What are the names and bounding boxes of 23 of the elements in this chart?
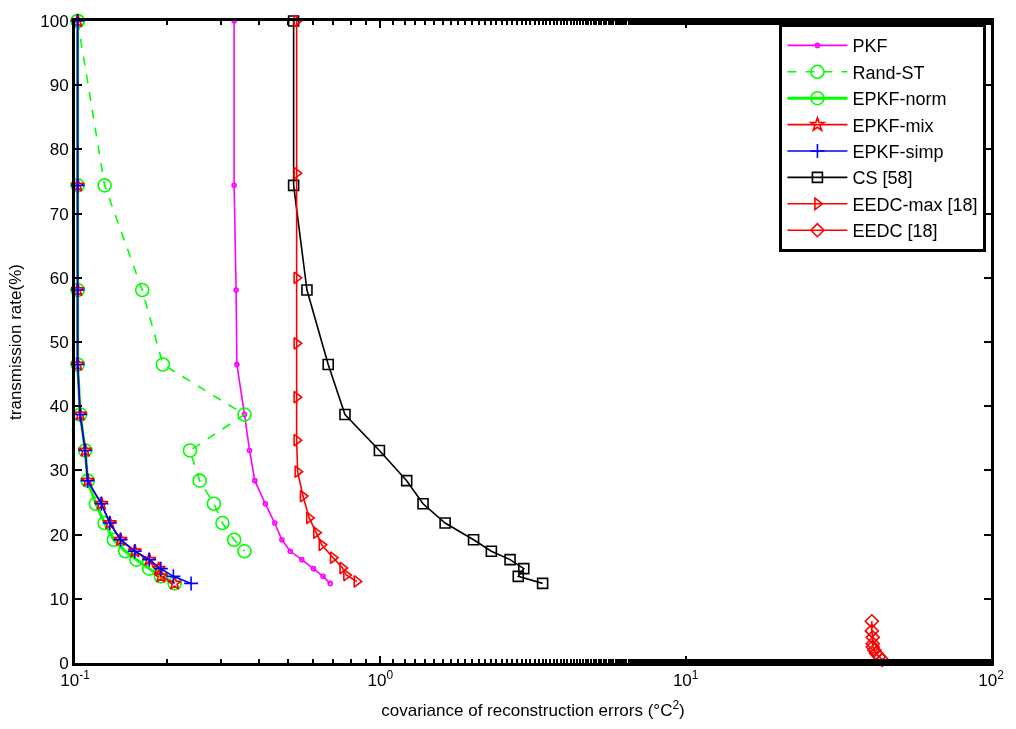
y-tick-label: 10 <box>49 589 69 609</box>
legend-label: EEDC-max [18] <box>852 194 978 215</box>
y-tick-label: 40 <box>49 397 69 417</box>
y-tick-label: 80 <box>49 140 69 160</box>
x-tick-label: 10$^{1}$ <box>672 668 699 691</box>
y-axis-title: transmission rate(%) <box>5 264 25 420</box>
legend-label: CS [58] <box>852 168 913 189</box>
legend-label: EEDC [18] <box>852 221 938 242</box>
y-tick-label: 100 <box>40 11 69 31</box>
y-tick-label: 60 <box>49 268 69 288</box>
legend-label: EPKF-simp <box>852 142 944 163</box>
legend-label: PKF <box>852 36 888 57</box>
y-tick-label: 50 <box>49 332 69 352</box>
x-axis-title: covariance of reconstruction errors (°C$^{2}$) <box>381 697 685 720</box>
legend-label: EPKF-mix <box>852 115 934 136</box>
x-tick-label: 10$^{2}$ <box>978 668 1005 691</box>
legend-label: Rand-ST <box>852 62 925 83</box>
y-tick-label: 20 <box>49 525 69 545</box>
x-tick-label: 10$^{0}$ <box>367 668 394 691</box>
legend-label: EPKF-norm <box>852 89 947 110</box>
y-tick-label: 30 <box>49 461 69 481</box>
y-tick-label: 70 <box>49 204 69 224</box>
y-tick-label: 90 <box>49 76 69 96</box>
